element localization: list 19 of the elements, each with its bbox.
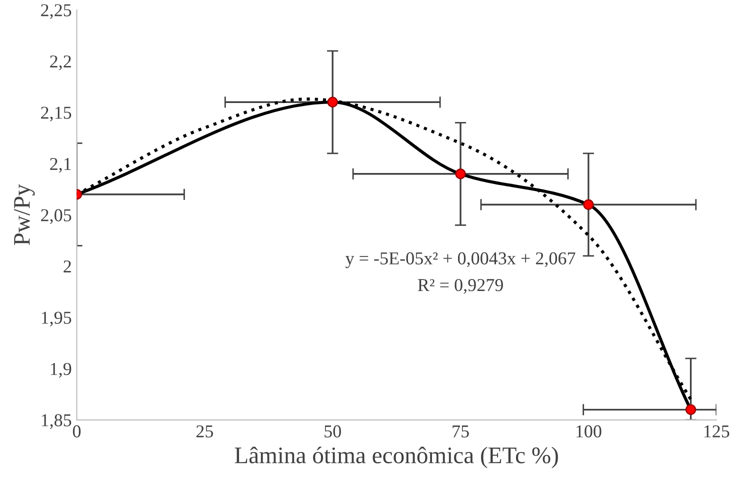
y-tick-label: 1,85: [42, 414, 72, 429]
x-tick-label: 0: [72, 425, 81, 438]
y-tick-label: 1,95: [42, 312, 72, 326]
annotation: R² = 0,9279: [418, 278, 503, 294]
y-tick-label: 1,9: [50, 362, 72, 378]
y-tick-label: 2,15: [41, 106, 72, 122]
y-tick-label: 2: [64, 260, 71, 272]
x-tick-label: 125: [704, 425, 730, 438]
x-tick-label: 50: [324, 425, 341, 438]
x-tick-label: 25: [196, 425, 213, 438]
annotation: y = -5E-05x² + 0,0043x + 2,067: [345, 252, 576, 268]
x-tick-label: 100: [576, 425, 602, 438]
y-tick-label: 2,05: [41, 209, 72, 224]
x-axis-title: Lâmina ótima econômica (ETc %): [234, 446, 558, 468]
y-axis-title: Pw/Py: [14, 184, 35, 246]
y-tick-label: 2,1: [50, 158, 71, 173]
x-tick-label: 75: [452, 425, 469, 438]
y-tick-label: 2,2: [50, 55, 71, 70]
y-tick-label: 2,25: [41, 4, 72, 19]
